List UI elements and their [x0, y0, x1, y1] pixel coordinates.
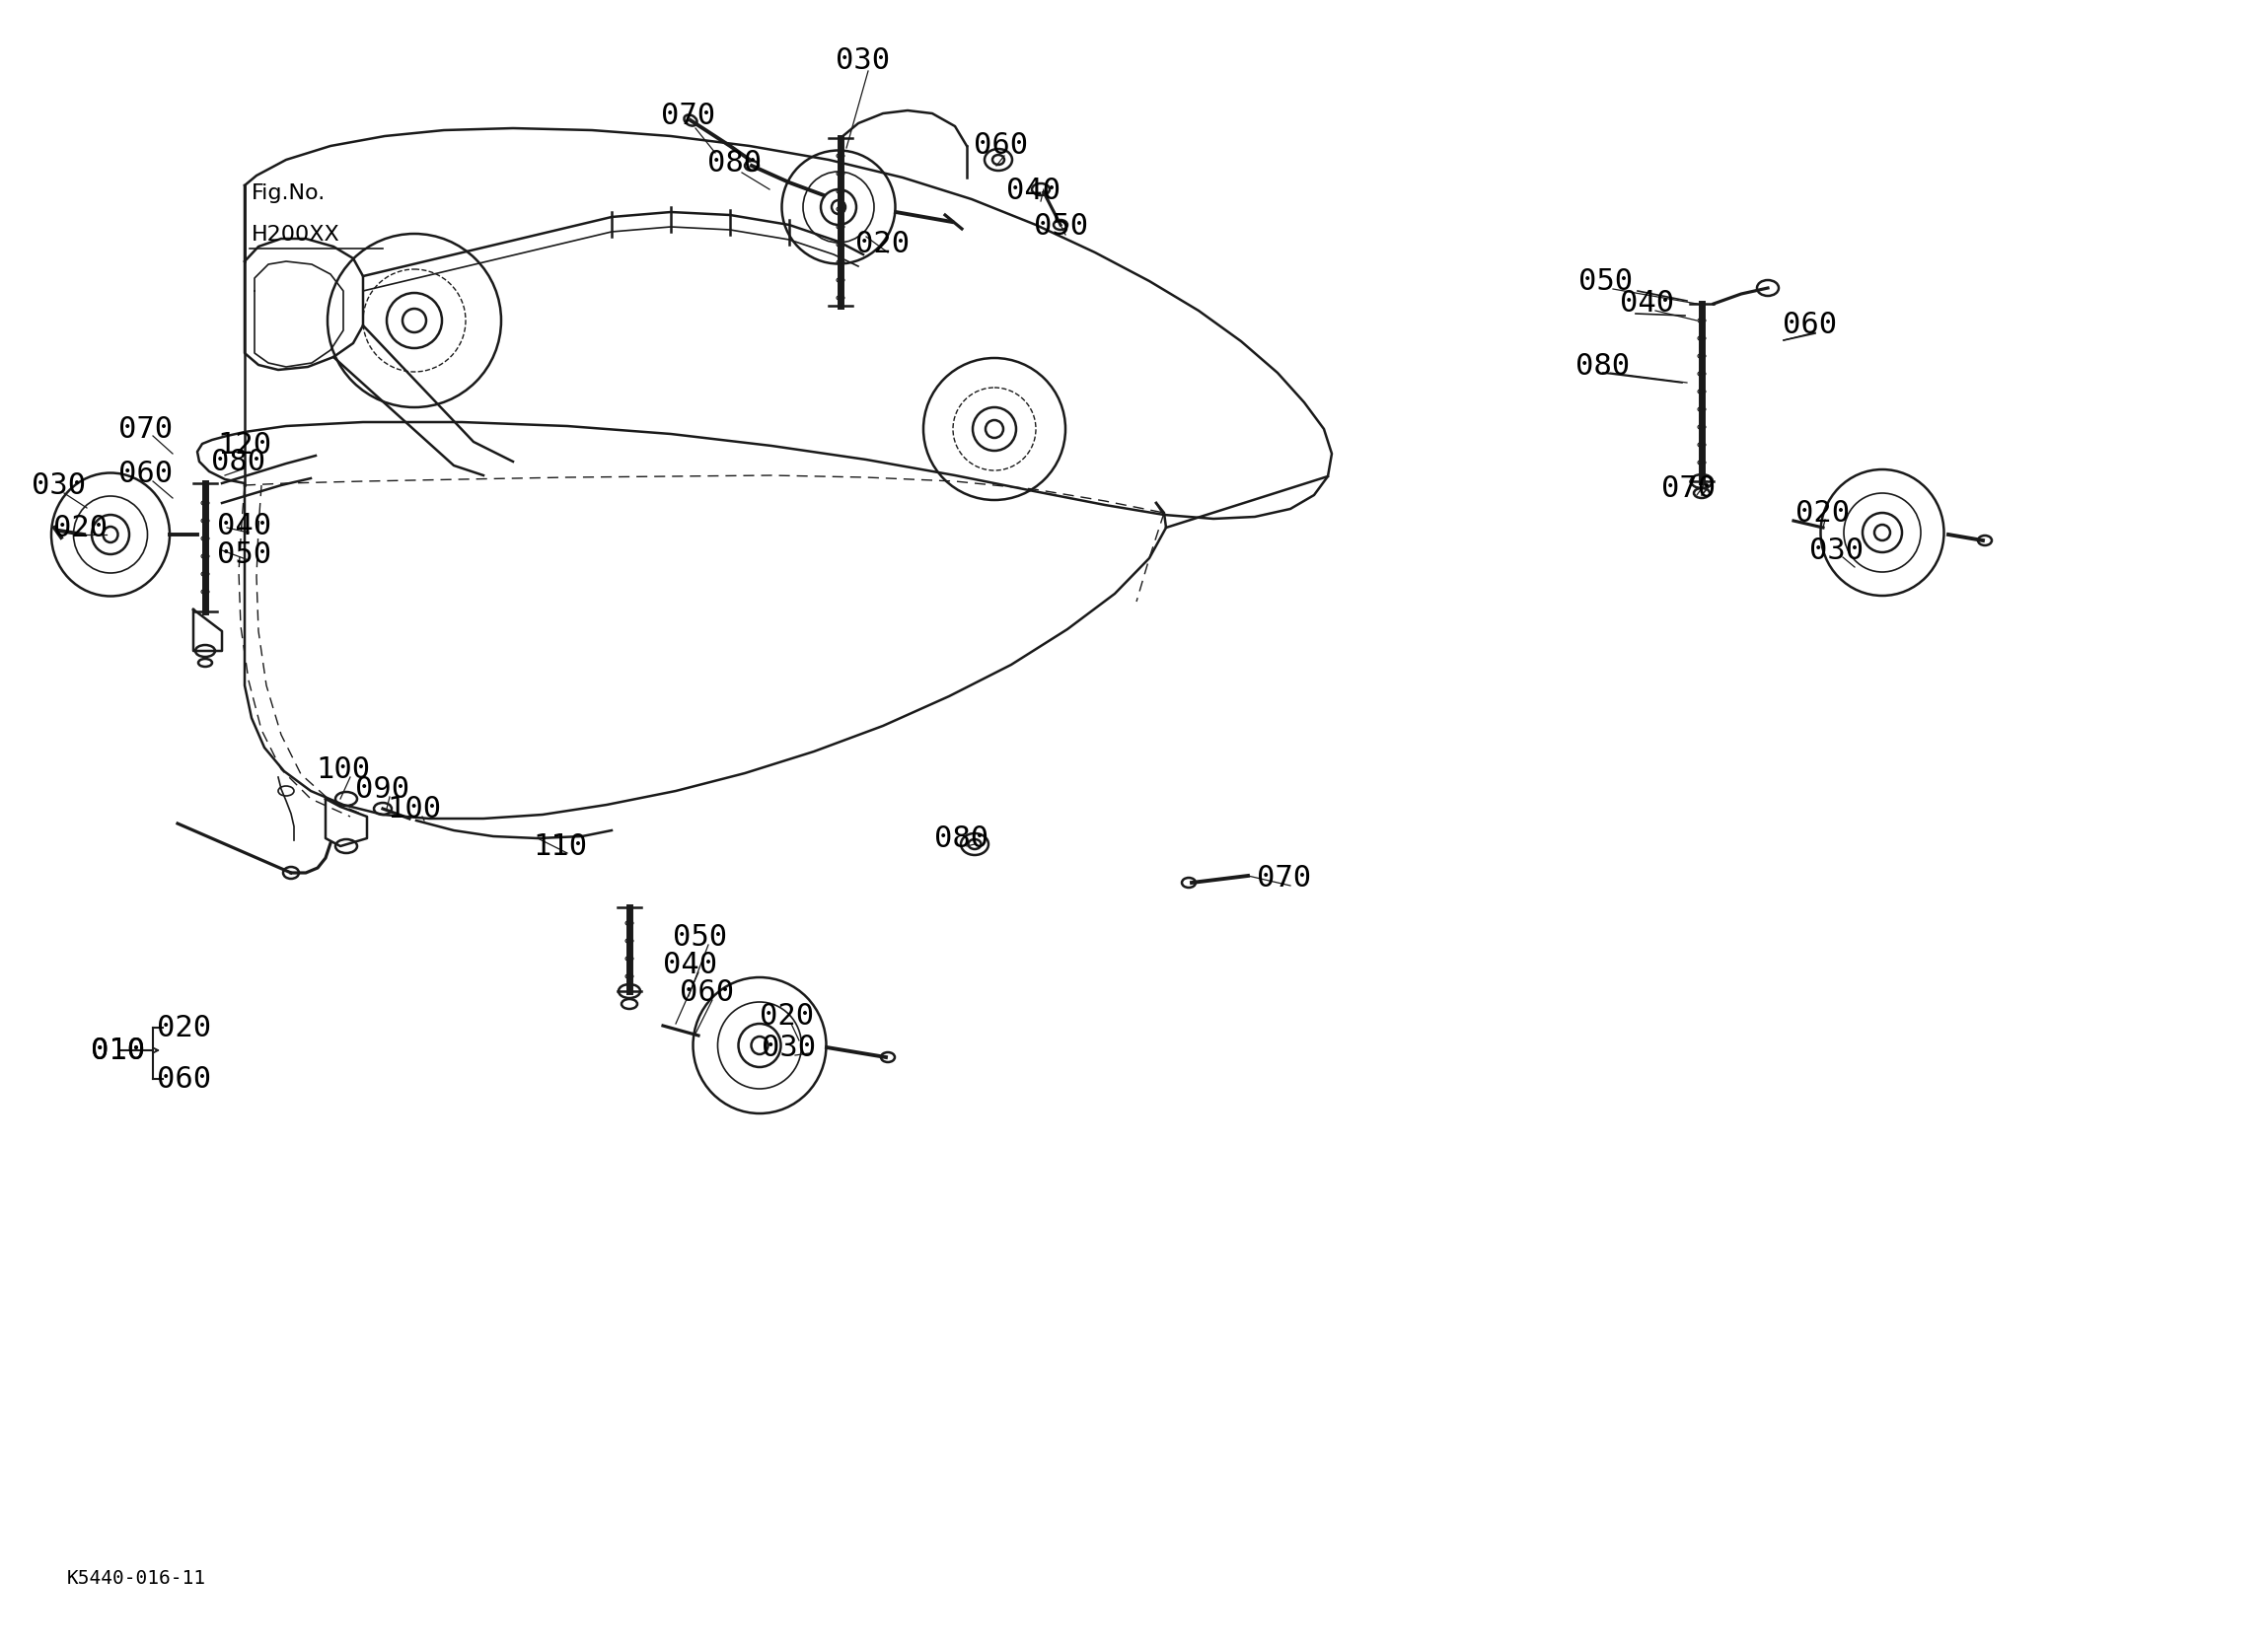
- Text: 120: 120: [218, 431, 272, 459]
- Text: 020: 020: [760, 1001, 814, 1030]
- Text: 110: 110: [533, 831, 587, 861]
- Text: 020: 020: [54, 514, 109, 542]
- Text: 050: 050: [674, 923, 728, 951]
- Text: 070: 070: [1256, 864, 1311, 892]
- Text: 070: 070: [118, 415, 172, 443]
- Text: Fig.No.: Fig.No.: [252, 183, 327, 202]
- Text: 020: 020: [1796, 499, 1851, 527]
- Text: 030: 030: [837, 46, 891, 76]
- Text: 060: 060: [156, 1065, 211, 1093]
- Text: 050: 050: [218, 540, 272, 568]
- Text: 030: 030: [1810, 537, 1864, 565]
- Text: 080: 080: [1576, 352, 1631, 382]
- Text: H200XX: H200XX: [252, 226, 340, 245]
- Text: 080: 080: [708, 148, 762, 178]
- Text: 040: 040: [662, 950, 717, 979]
- Text: 040: 040: [218, 512, 272, 540]
- Text: 050: 050: [1034, 212, 1089, 240]
- Text: 060: 060: [118, 459, 172, 487]
- Text: 100: 100: [315, 756, 370, 783]
- Text: 040: 040: [1619, 290, 1674, 318]
- Text: 080: 080: [211, 448, 265, 476]
- Text: 040: 040: [1007, 178, 1061, 206]
- Text: 070: 070: [1662, 474, 1717, 502]
- Text: 060: 060: [1783, 311, 1837, 339]
- Text: 010: 010: [91, 1035, 145, 1065]
- Text: 100: 100: [388, 795, 442, 823]
- Text: 070: 070: [662, 102, 717, 130]
- Text: 060: 060: [975, 132, 1027, 160]
- Text: 060: 060: [680, 978, 735, 1006]
- Text: 020: 020: [156, 1014, 211, 1042]
- Text: 080: 080: [934, 825, 989, 853]
- Text: 090: 090: [356, 775, 411, 803]
- Text: 050: 050: [1579, 267, 1633, 295]
- Text: K5440-016-11: K5440-016-11: [68, 1569, 206, 1587]
- Text: 010: 010: [91, 1035, 145, 1065]
- Text: 030: 030: [32, 471, 86, 499]
- Text: 030: 030: [762, 1034, 816, 1062]
- Text: 020: 020: [855, 230, 909, 258]
